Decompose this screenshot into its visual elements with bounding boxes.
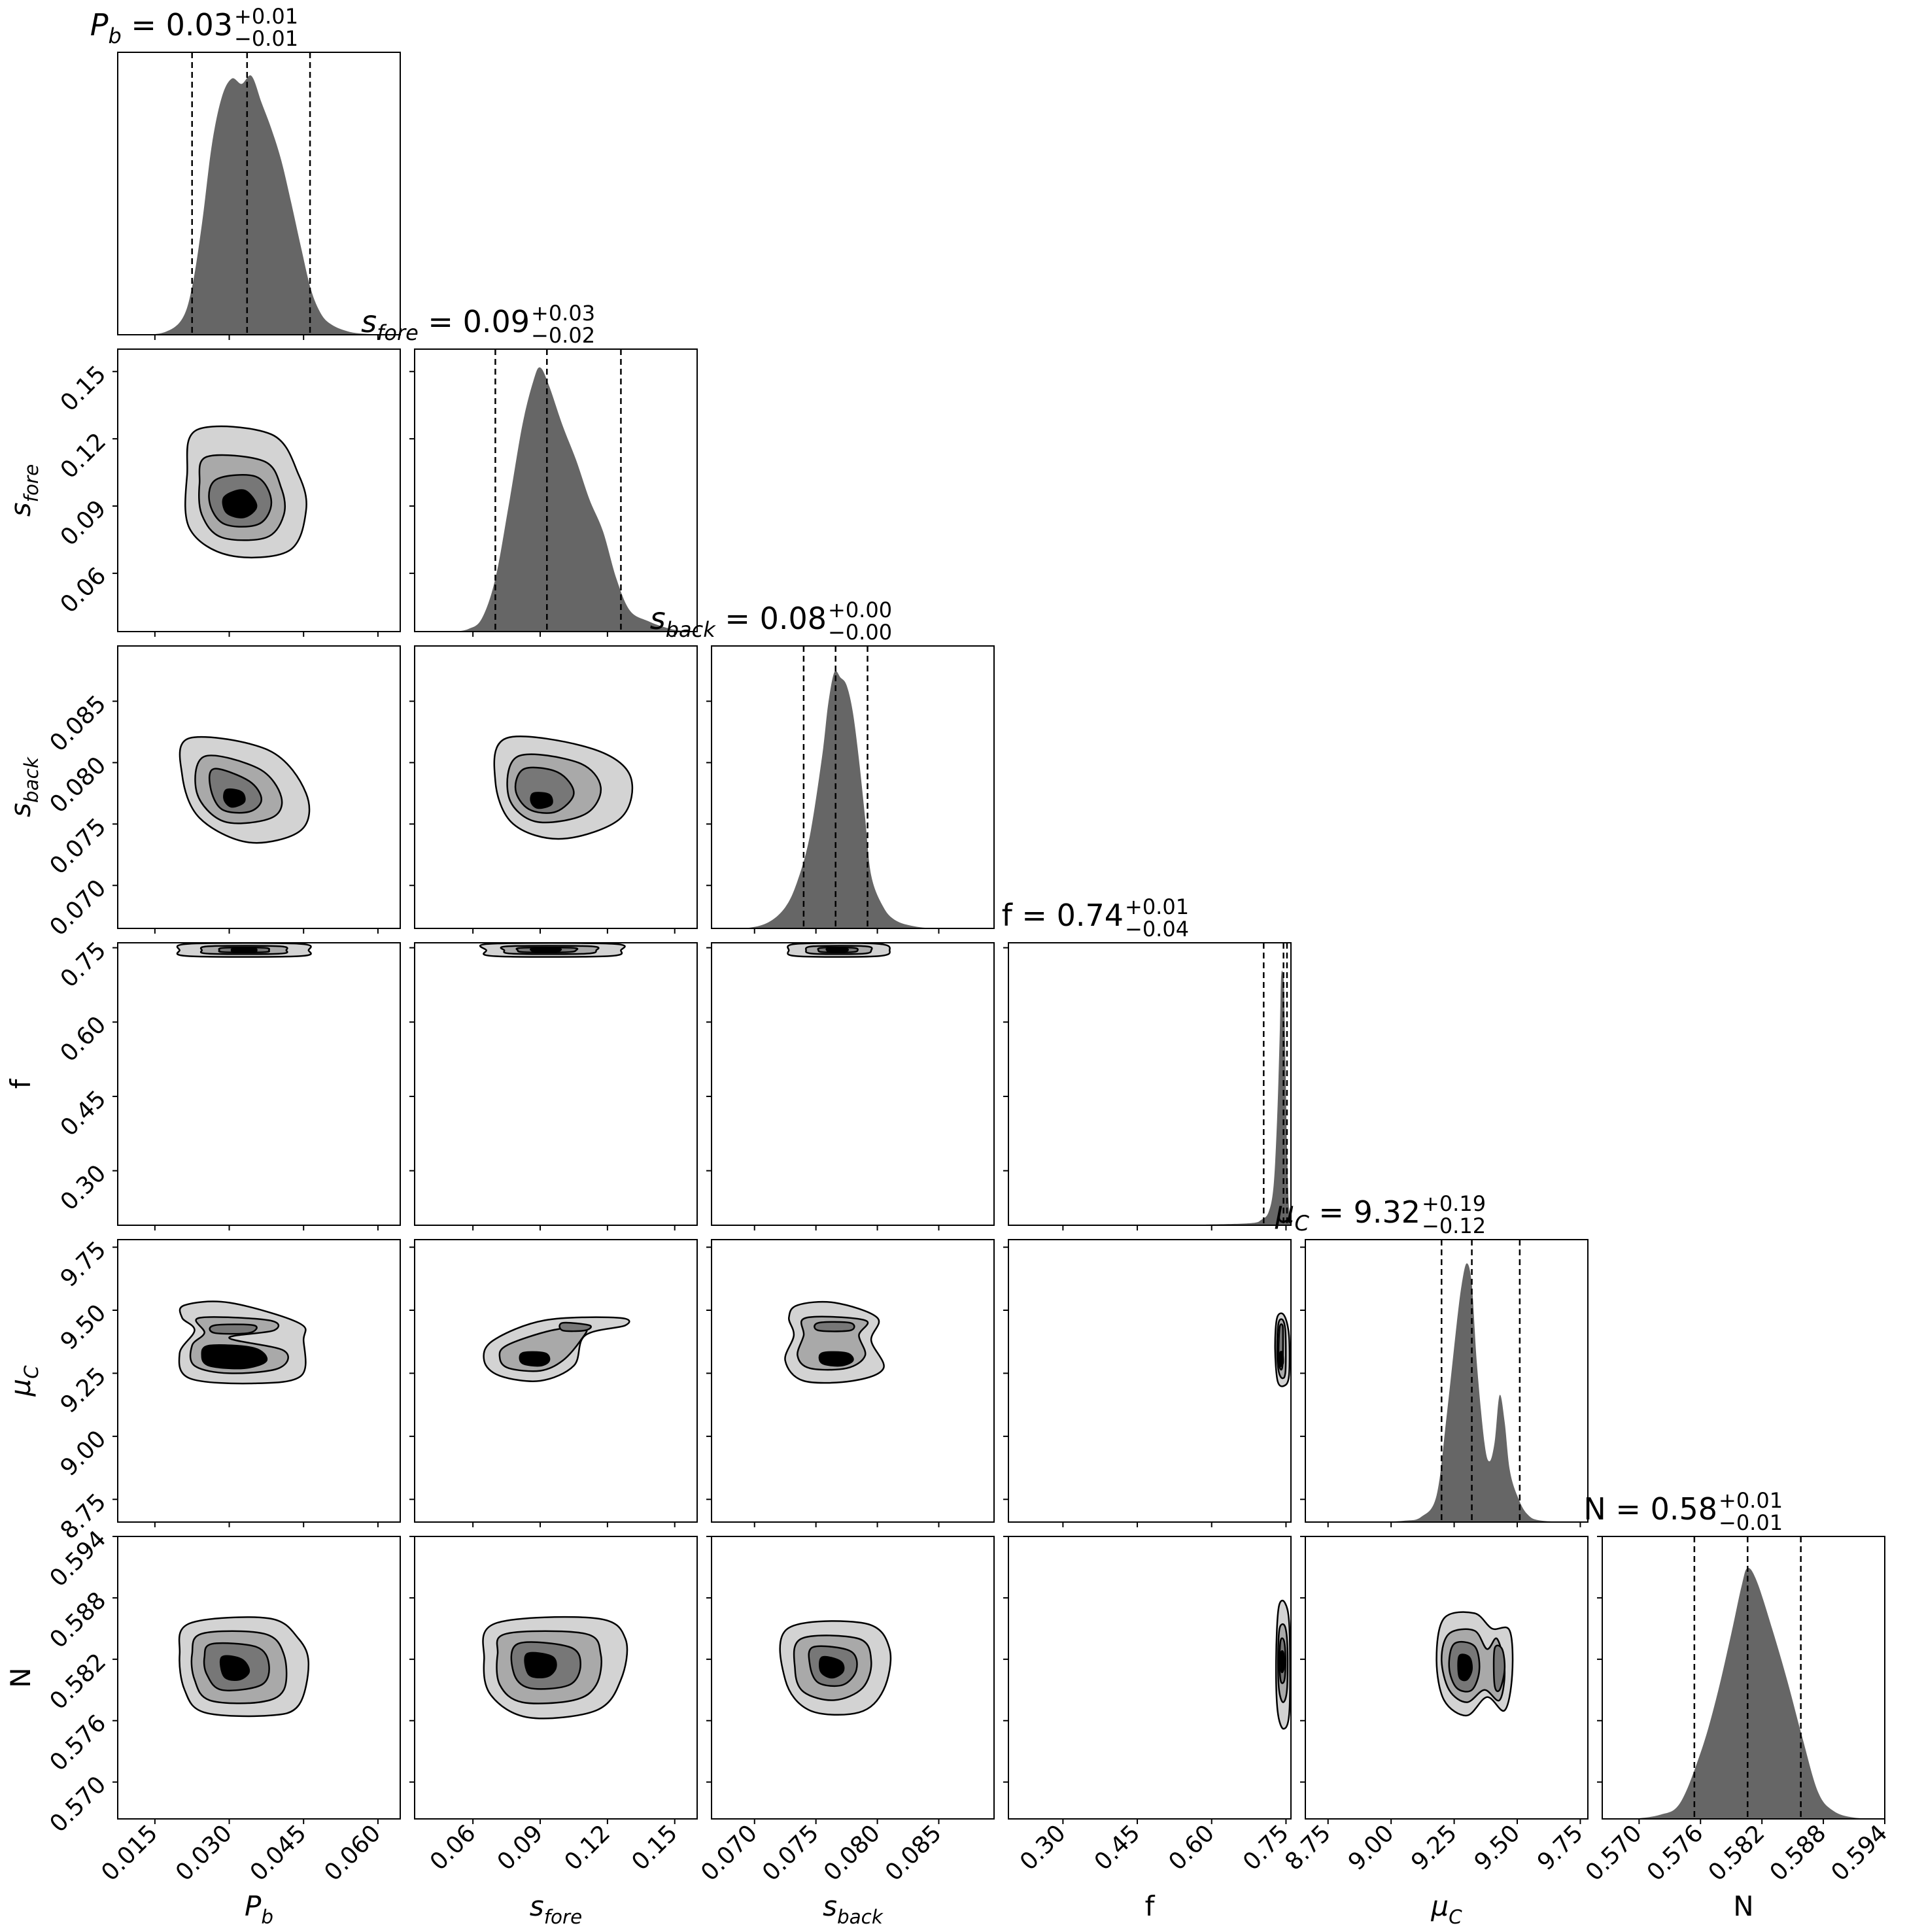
histogram-Pb xyxy=(118,75,400,335)
title-N: N = 0.58 xyxy=(1583,1491,1717,1527)
hist-panel-sfore: sfore = 0.09 +0.03−0.02 xyxy=(361,301,698,632)
frame-sfore-vs-Pb xyxy=(117,348,401,632)
hist-panel-Pb: Pb = 0.03 +0.01−0.01 xyxy=(90,4,401,335)
contour-muC-vs-sback-level-3 xyxy=(818,1351,854,1367)
x-axis-label-f: f xyxy=(1145,1890,1156,1922)
contour-panel-sback-vs-sfore xyxy=(414,645,698,929)
y-axis-label-sback: sback xyxy=(5,756,43,817)
contour-muC-vs-sfore-level-2 xyxy=(558,1321,592,1332)
contour-panel-f-vs-Pb xyxy=(117,942,401,1226)
frame-sback-vs-Pb xyxy=(117,645,401,929)
contour-panel-muC-vs-Pb xyxy=(117,1239,401,1523)
title-plus-muC: +0.19 xyxy=(1422,1191,1486,1216)
contour-panel-muC-vs-sback xyxy=(711,1239,995,1523)
title-Pb: Pb = 0.03 xyxy=(90,7,233,48)
hist-panel-f: f = 0.74 +0.01−0.04 xyxy=(1002,894,1292,1226)
title-minus-muC: −0.12 xyxy=(1422,1213,1486,1238)
frame-muC-vs-sback xyxy=(711,1239,995,1523)
title-plus-sback: +0.00 xyxy=(828,598,892,622)
x-axis-label-sback: sback xyxy=(823,1890,884,1928)
frame-N-vs-Pb xyxy=(117,1536,401,1820)
hist-frame-N xyxy=(1602,1536,1885,1820)
y-axis-label-sfore: sfore xyxy=(5,464,43,517)
y-axis-label-N: N xyxy=(5,1667,37,1687)
y-axis-label-f: f xyxy=(5,1078,37,1089)
title-plus-f: +0.01 xyxy=(1125,894,1189,919)
contour-muC-vs-Pb-level-3 xyxy=(201,1344,268,1370)
contour-sfore-vs-Pb-level-3 xyxy=(222,489,258,518)
frame-f-vs-sback xyxy=(711,942,995,1226)
contour-muC-vs-Pb-level-2 xyxy=(209,1323,258,1335)
frame-N-vs-sfore xyxy=(414,1536,698,1820)
hist-panel-N: N = 0.58 +0.01−0.01 xyxy=(1583,1488,1885,1820)
contour-panel-N-vs-muC xyxy=(1305,1536,1589,1820)
contour-N-vs-muC-level-3 xyxy=(1457,1653,1473,1682)
title-minus-N: −0.01 xyxy=(1719,1510,1783,1535)
hist-frame-sfore xyxy=(414,348,698,632)
frame-f-vs-Pb xyxy=(117,942,401,1226)
title-muC: μC = 9.32 xyxy=(1275,1195,1420,1236)
contour-sback-vs-sfore-level-2 xyxy=(514,766,575,814)
contour-sback-vs-sfore-level-3 xyxy=(530,792,553,809)
x-axis-label-N: N xyxy=(1733,1890,1753,1922)
contour-muC-vs-sback-level-2 xyxy=(814,1321,855,1332)
contour-N-vs-Pb-level-3 xyxy=(219,1655,250,1681)
title-plus-Pb: +0.01 xyxy=(234,4,298,29)
frame-N-vs-f xyxy=(1008,1536,1292,1820)
title-f: f = 0.74 xyxy=(1002,898,1124,933)
title-minus-sback: −0.00 xyxy=(828,620,892,645)
contour-panel-muC-vs-sfore xyxy=(414,1239,698,1523)
hist-panel-sback: sback = 0.08 +0.00−0.00 xyxy=(650,598,995,929)
contour-panel-f-vs-sback xyxy=(711,942,995,1226)
contour-panel-N-vs-f xyxy=(1008,1536,1292,1820)
contour-panel-sfore-vs-Pb xyxy=(117,348,401,632)
contour-panel-f-vs-sfore xyxy=(414,942,698,1226)
contour-sback-vs-Pb-level-3 xyxy=(223,788,246,808)
title-minus-f: −0.04 xyxy=(1125,917,1189,941)
title-minus-sfore: −0.02 xyxy=(531,323,595,348)
hist-frame-Pb xyxy=(117,52,401,335)
contour-f-vs-sback-level-3 xyxy=(825,947,849,953)
contour-N-vs-f-level-3 xyxy=(1280,1650,1285,1674)
frame-muC-vs-sfore xyxy=(414,1239,698,1523)
contour-N-vs-sback-level-3 xyxy=(819,1655,845,1679)
frame-sback-vs-sfore xyxy=(414,645,698,929)
contour-N-vs-sfore-level-3 xyxy=(524,1652,557,1679)
frame-muC-vs-Pb xyxy=(117,1239,401,1523)
histogram-N xyxy=(1602,1568,1885,1819)
contour-panel-N-vs-sfore xyxy=(414,1536,698,1820)
histogram-sfore xyxy=(415,367,697,632)
contour-panel-N-vs-sback xyxy=(711,1536,995,1820)
frame-f-vs-sfore xyxy=(414,942,698,1226)
x-axis-label-muC: μC xyxy=(1430,1890,1462,1928)
title-sfore: sfore = 0.09 xyxy=(361,304,530,345)
hist-panel-muC: μC = 9.32 +0.19−0.12 xyxy=(1275,1191,1589,1523)
y-axis-label-muC: μC xyxy=(5,1365,43,1397)
contour-muC-vs-sfore-level-3 xyxy=(519,1351,551,1367)
contour-f-vs-Pb-level-3 xyxy=(230,947,258,953)
frame-N-vs-muC xyxy=(1305,1536,1589,1820)
x-axis-label-Pb: Pb xyxy=(245,1890,273,1928)
x-axis-label-sfore: sfore xyxy=(530,1890,582,1928)
contour-panel-N-vs-Pb xyxy=(117,1536,401,1820)
title-plus-N: +0.01 xyxy=(1719,1488,1783,1513)
hist-frame-sback xyxy=(711,645,995,929)
title-plus-sfore: +0.03 xyxy=(531,301,595,326)
title-sback: sback = 0.08 xyxy=(650,601,827,642)
histogram-muC xyxy=(1305,1263,1588,1522)
contour-f-vs-sfore-level-3 xyxy=(529,947,562,953)
hist-frame-f xyxy=(1008,942,1292,1226)
frame-muC-vs-f xyxy=(1008,1239,1292,1523)
title-minus-Pb: −0.01 xyxy=(234,26,298,51)
hist-frame-muC xyxy=(1305,1239,1589,1523)
contour-panel-sback-vs-Pb xyxy=(117,645,401,929)
contour-N-vs-muC-level-4 xyxy=(1492,1644,1506,1693)
contour-muC-vs-f-level-3 xyxy=(1279,1351,1284,1367)
histogram-sback xyxy=(712,671,994,928)
contour-panel-muC-vs-f xyxy=(1008,1239,1292,1523)
frame-N-vs-sback xyxy=(711,1536,995,1820)
